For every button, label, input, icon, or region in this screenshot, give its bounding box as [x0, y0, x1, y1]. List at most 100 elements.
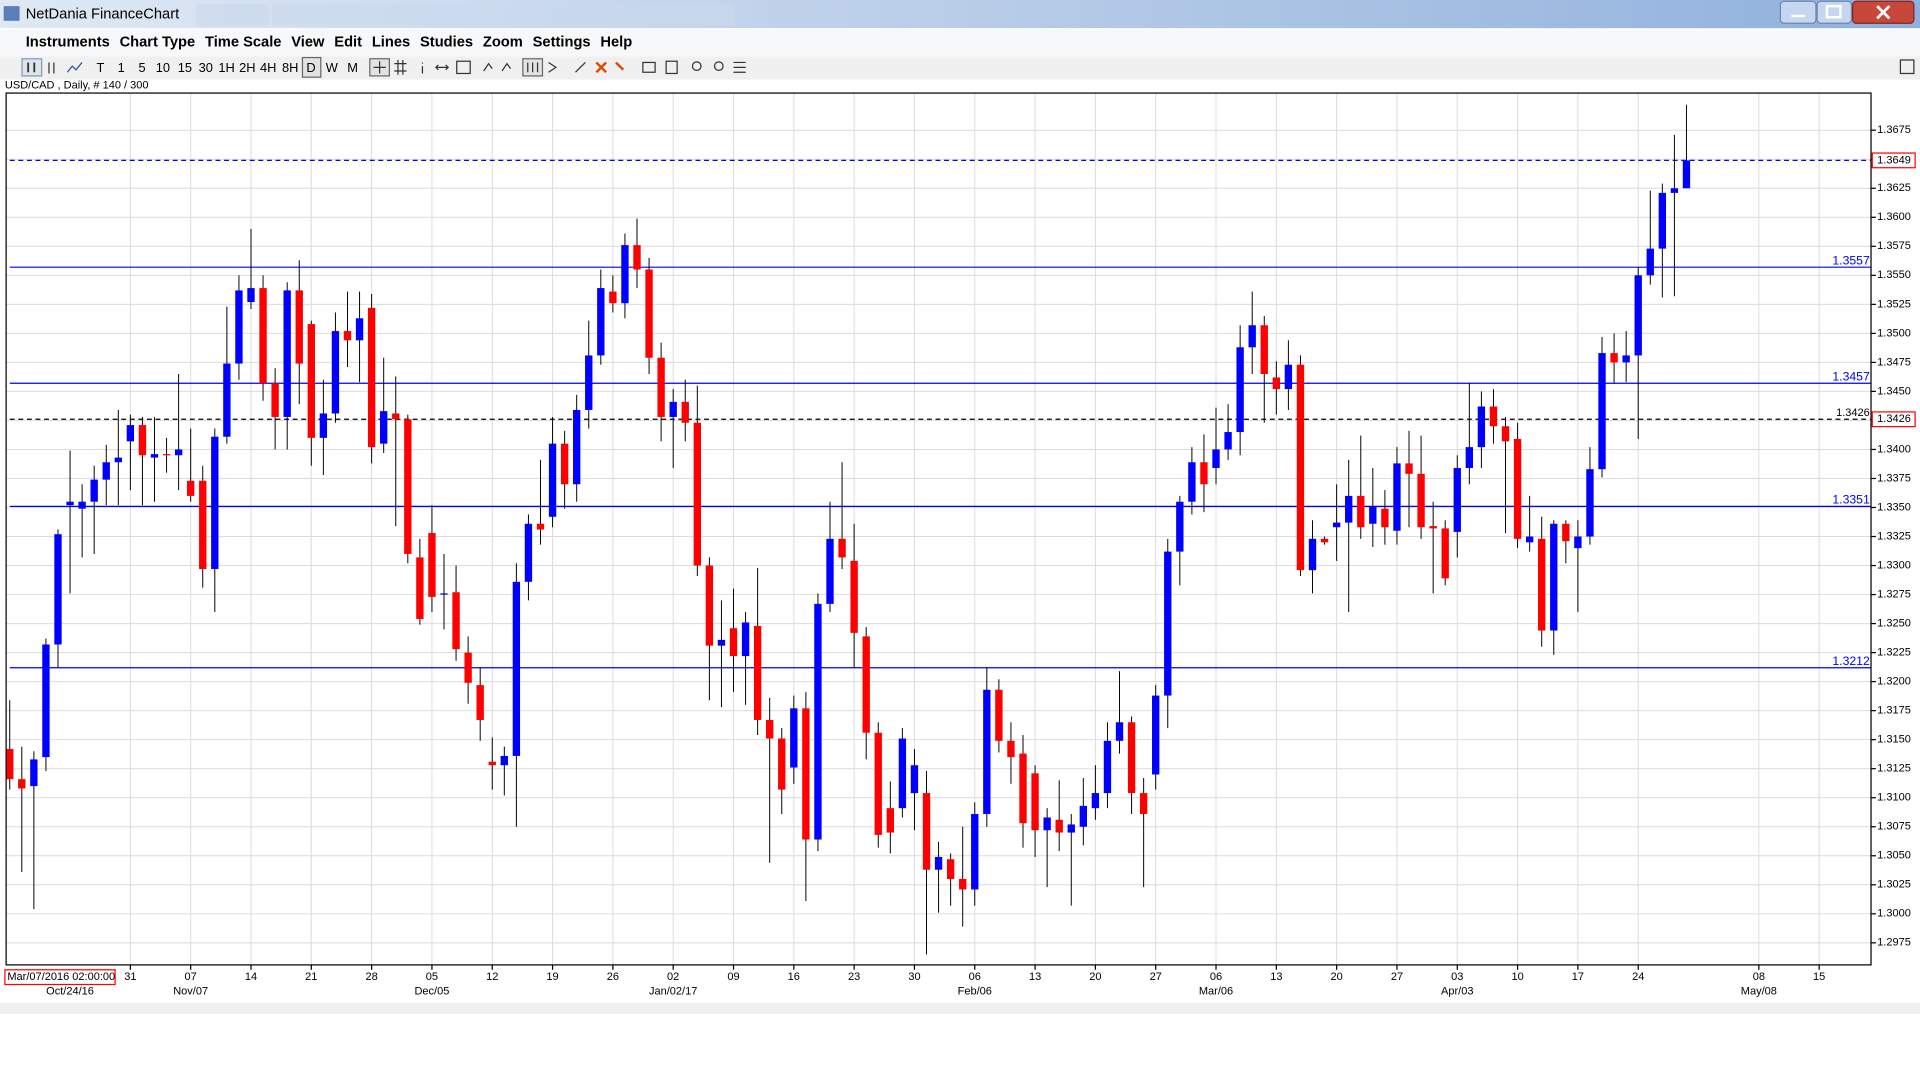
candle-body: [235, 290, 243, 364]
candle-body: [1284, 364, 1293, 390]
candle-body: [1067, 824, 1075, 833]
chart-title: USD/CAD , Daily, # 140 / 300: [5, 80, 149, 92]
candle-body: [766, 719, 774, 739]
x-tick-label: 12: [486, 971, 498, 983]
menu-item[interactable]: Time Scale: [205, 35, 281, 51]
y-tick-label: 1.3475: [1877, 356, 1911, 368]
menu-item[interactable]: Help: [600, 35, 632, 51]
menu-item[interactable]: Instruments: [26, 35, 110, 51]
tab[interactable]: [502, 3, 735, 26]
x-tick-label: 31: [124, 971, 136, 983]
timeframe-button[interactable]: M: [347, 60, 358, 75]
candle-body: [1345, 495, 1353, 523]
candle-body: [1622, 355, 1630, 363]
y-tick-label: 1.3525: [1877, 298, 1911, 310]
x-tick-label: 17: [1572, 971, 1584, 983]
candle-body: [343, 331, 352, 341]
marker-price-box: [1871, 411, 1916, 428]
candle-body: [621, 245, 629, 304]
menu-item[interactable]: Chart Type: [120, 35, 196, 51]
tool-icon: [595, 61, 607, 74]
menu-item[interactable]: View: [291, 35, 325, 51]
timeframe-button[interactable]: W: [326, 60, 339, 75]
candle-body: [295, 290, 303, 364]
menu-item[interactable]: Settings: [533, 35, 591, 51]
timeframe-button[interactable]: 1H: [218, 60, 234, 75]
maximize-button[interactable]: [1816, 0, 1853, 24]
menu-item[interactable]: Lines: [372, 35, 410, 51]
x-tick-label: 10: [1511, 971, 1523, 983]
candle-body: [1586, 469, 1594, 537]
tab[interactable]: [271, 3, 493, 26]
candle-body: [162, 454, 171, 456]
timeframe-button[interactable]: 30: [199, 60, 213, 75]
candle-body: [1658, 192, 1667, 249]
x-tick-label: 15: [1813, 971, 1825, 983]
candle-body: [874, 732, 882, 835]
timeframe-button[interactable]: D: [306, 60, 315, 75]
candle-body: [174, 449, 183, 456]
candle-body: [946, 859, 955, 879]
candle-body: [1513, 439, 1522, 539]
candle-body: [271, 383, 279, 417]
y-tick-label: 1.3325: [1877, 530, 1911, 542]
candle-body: [922, 793, 931, 870]
candle-body: [78, 501, 86, 509]
candle-body: [1200, 462, 1208, 485]
timeframe-button[interactable]: 15: [178, 60, 192, 75]
minimize-button[interactable]: [1779, 0, 1817, 24]
tool-icon: [548, 61, 558, 73]
timeframe-button[interactable]: 1: [118, 60, 125, 75]
tab[interactable]: [195, 3, 270, 26]
candle-body: [1682, 160, 1691, 189]
candle-body: [1574, 536, 1582, 549]
candle-body: [1272, 377, 1281, 390]
y-tick-label: 1.3675: [1877, 124, 1911, 136]
x-month-label: Dec/05: [414, 986, 449, 998]
timeframe-button[interactable]: T: [96, 60, 104, 75]
candle-body: [693, 422, 701, 566]
tool-icon: [615, 61, 625, 71]
candle-body: [1525, 536, 1534, 543]
timeframe-button[interactable]: 10: [156, 60, 170, 75]
x-month-label: Mar/06: [1199, 986, 1233, 998]
tool-icon: [665, 60, 678, 75]
candle-body: [1139, 793, 1148, 814]
candle-body: [1598, 353, 1606, 470]
y-tick-label: 1.3000: [1877, 908, 1911, 920]
level-label: 1.3212: [1832, 654, 1870, 668]
y-tick-label: 1.3250: [1877, 617, 1911, 629]
candle-body: [1224, 432, 1232, 450]
timeframe-button[interactable]: 4H: [260, 60, 276, 75]
y-tick-label: 1.3025: [1877, 879, 1911, 891]
x-tick-label: 06: [969, 971, 981, 983]
candle-body: [1115, 722, 1124, 741]
x-tick-label: 19: [546, 971, 558, 983]
timeframe-button[interactable]: 8H: [282, 60, 298, 75]
candle-body: [1332, 522, 1341, 528]
x-month-label: May/08: [1741, 986, 1777, 998]
x-tick-label: 08: [1753, 971, 1765, 983]
tool-button[interactable]: [21, 58, 43, 77]
candle-body: [560, 443, 569, 485]
menu-item[interactable]: Studies: [420, 35, 473, 51]
timeframe-button[interactable]: 5: [138, 60, 145, 75]
x-tick-label: 27: [1391, 971, 1403, 983]
menu-item[interactable]: Edit: [334, 35, 362, 51]
candle-body: [199, 480, 207, 570]
tool-button-active[interactable]: [301, 56, 322, 78]
x-tick-label: 03: [1451, 971, 1463, 983]
x-tick-label: 27: [1150, 971, 1162, 983]
menu-item[interactable]: Zoom: [483, 35, 523, 51]
y-tick-label: 1.3575: [1877, 240, 1911, 252]
candle-body: [536, 523, 545, 530]
tool-icon[interactable]: [1899, 59, 1915, 75]
candle-body: [259, 288, 267, 384]
candle-body: [645, 269, 653, 358]
candle-body: [464, 652, 472, 683]
candle-body: [18, 779, 26, 789]
candle-body: [54, 534, 62, 645]
candle-body: [1055, 819, 1063, 833]
y-tick-label: 1.3100: [1877, 792, 1911, 804]
timeframe-button[interactable]: 2H: [239, 60, 255, 75]
